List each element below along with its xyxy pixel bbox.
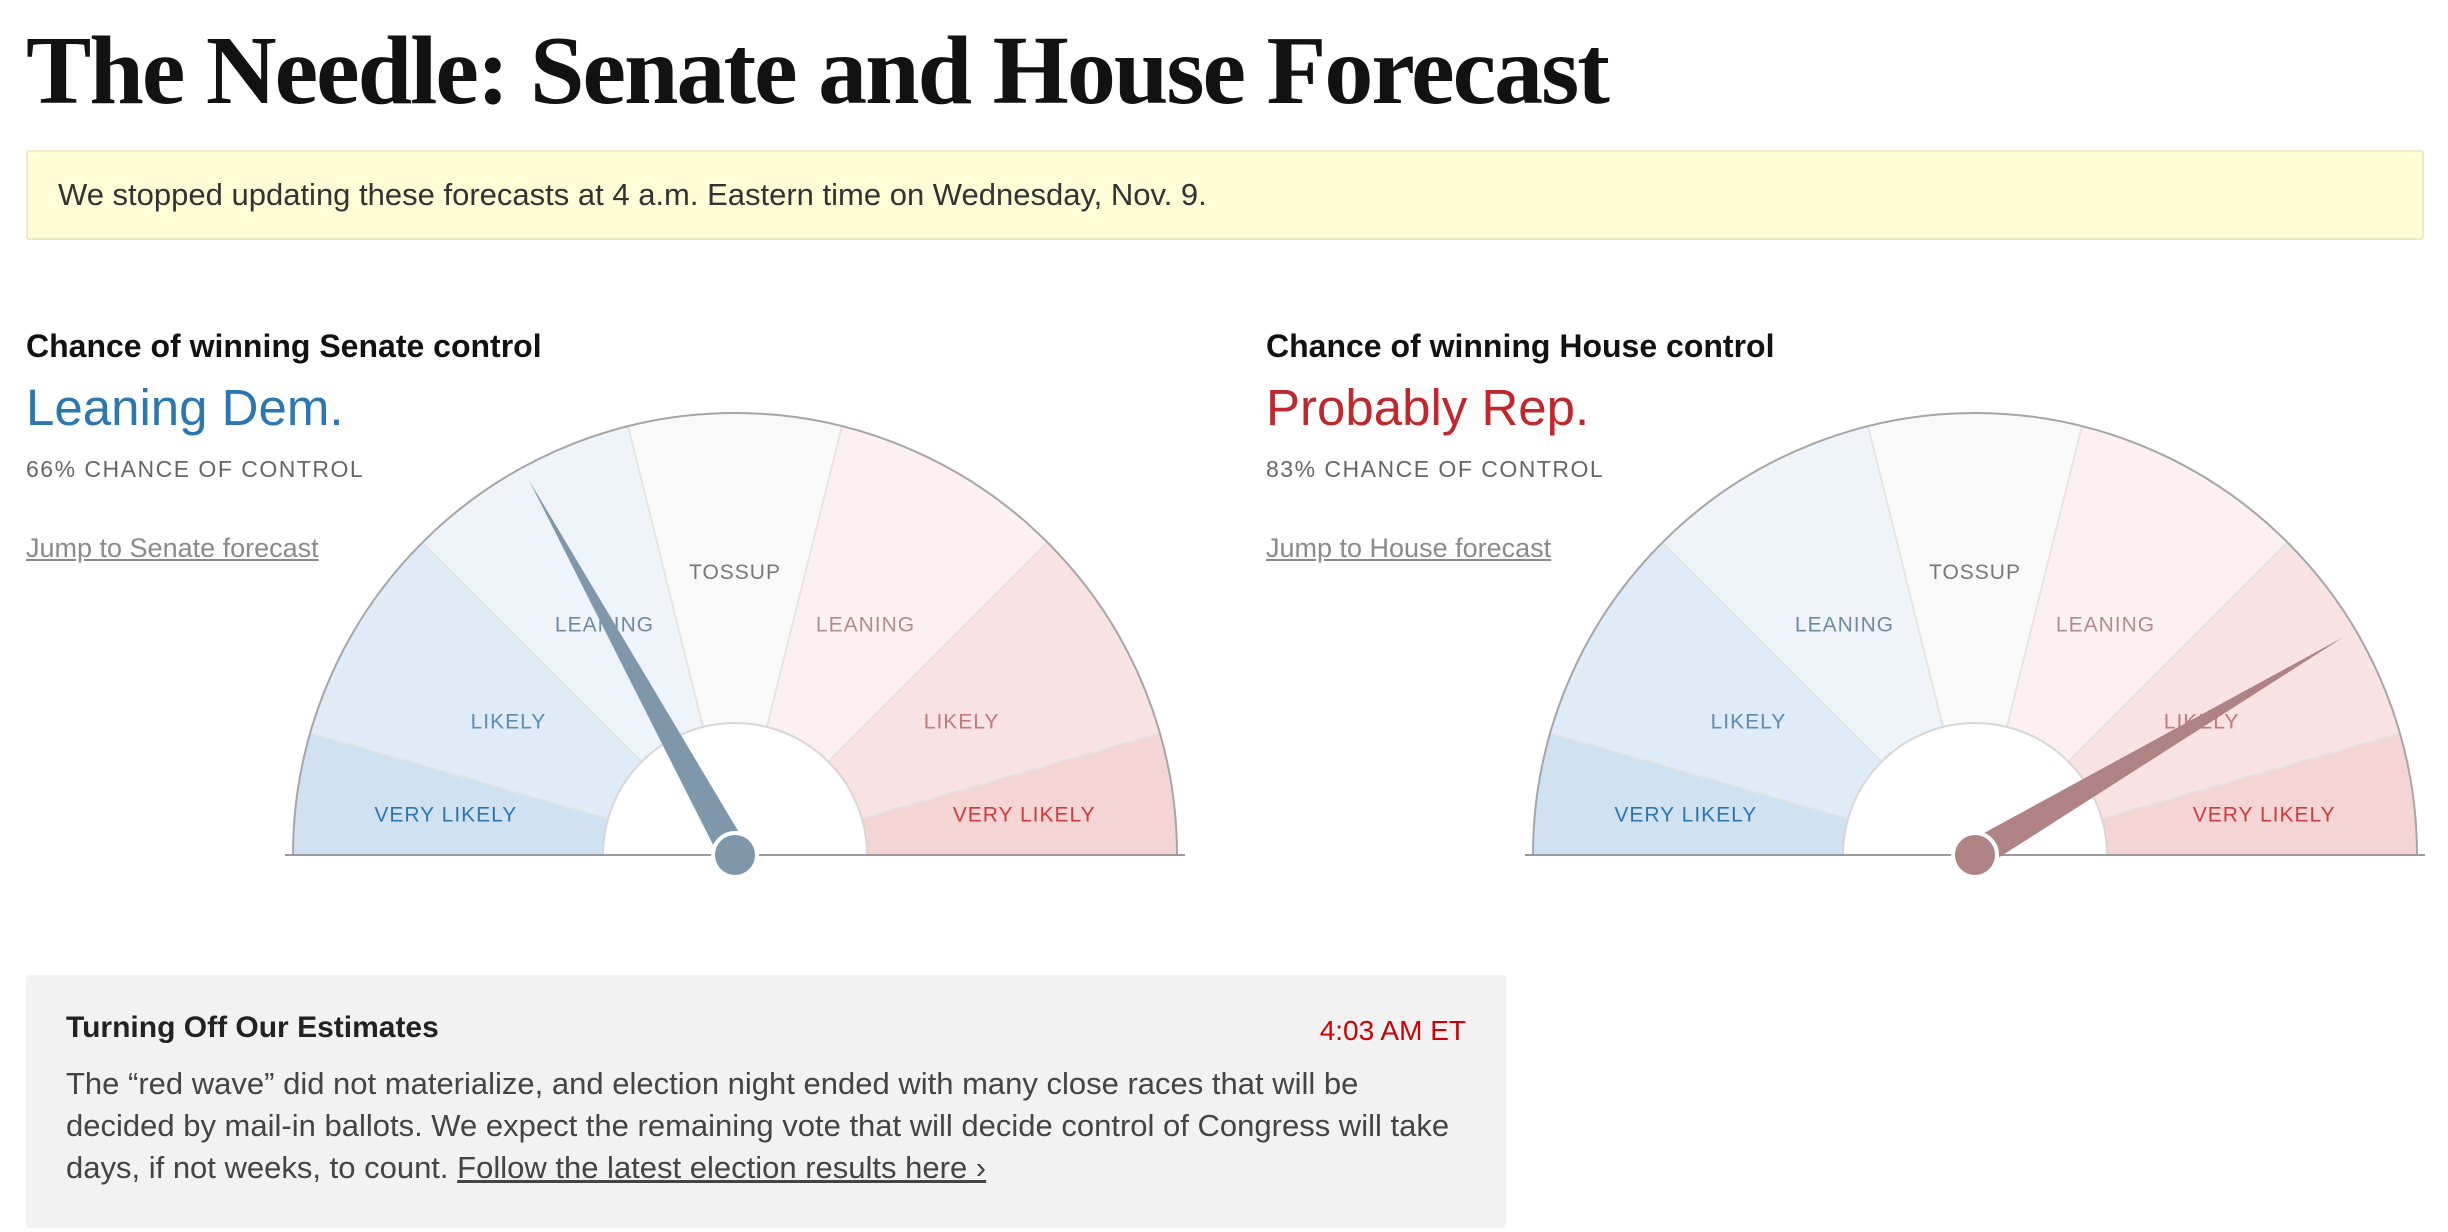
- house-needle-pivot: [1951, 831, 1999, 879]
- jump-to-house-link[interactable]: Jump to House forecast: [1266, 533, 1552, 564]
- update-timestamp: 4:03 AM ET: [1319, 1015, 1466, 1046]
- senate-forecast-header: Chance of winning Senate control Leaning…: [26, 328, 542, 564]
- house-zone-label-dem-very-likely: VERY LIKELY: [1614, 803, 1757, 826]
- update-title: Turning Off Our Estimates: [66, 1011, 439, 1044]
- senate-zone-label-rep-likely: LIKELY: [924, 711, 1000, 734]
- senate-needle-pivot: [711, 831, 759, 879]
- page-title: The Needle: Senate and House Forecast: [26, 17, 1610, 125]
- house-lean-status: Probably Rep.: [1266, 379, 1590, 436]
- status-notice: We stopped updating these forecasts at 4…: [26, 150, 2424, 240]
- house-needle: [1967, 637, 2344, 868]
- senate-zone-label-tossup: TOSSUP: [689, 561, 781, 584]
- senate-needle-gauge: VERY LIKELYLIKELYLEANINGTOSSUPLEANINGLIK…: [285, 412, 1185, 879]
- status-notice-text: We stopped updating these forecasts at 4…: [58, 177, 1207, 212]
- senate-chance-text: 66% chance of control: [26, 456, 365, 483]
- house-zone-label-tossup: TOSSUP: [1929, 561, 2021, 584]
- latest-results-link[interactable]: Follow the latest election results here …: [457, 1150, 987, 1185]
- senate-zone-label-rep-very-likely: VERY LIKELY: [953, 803, 1096, 826]
- senate-zone-label-dem-likely: LIKELY: [471, 711, 547, 734]
- house-forecast-header: Chance of winning House control Probably…: [1266, 328, 1774, 564]
- house-gauge-rim: [1532, 412, 2418, 856]
- senate-gauge-label: Chance of winning Senate control: [26, 328, 542, 364]
- senate-needle: [528, 479, 749, 863]
- update-body-text: The “red wave” did not materialize, and …: [66, 1066, 1450, 1185]
- house-zone-label-dem-leaning: LEANING: [1795, 613, 1894, 636]
- house-chance-text: 83% chance of control: [1266, 456, 1605, 483]
- senate-zone-label-rep-leaning: LEANING: [816, 613, 915, 636]
- senate-zone-label-dem-very-likely: VERY LIKELY: [374, 803, 517, 826]
- house-zone-label-rep-leaning: LEANING: [2056, 613, 2155, 636]
- house-needle-gauge: VERY LIKELYLIKELYLEANINGTOSSUPLEANINGLIK…: [1525, 412, 2425, 879]
- jump-to-senate-link[interactable]: Jump to Senate forecast: [26, 533, 319, 564]
- update-card: Turning Off Our Estimates 4:03 AM ET The…: [26, 975, 1506, 1228]
- senate-gauge-rim: [292, 412, 1178, 856]
- senate-lean-status: Leaning Dem.: [26, 379, 344, 436]
- house-zone-label-dem-likely: LIKELY: [1711, 711, 1787, 734]
- house-gauge-label: Chance of winning House control: [1266, 328, 1775, 364]
- house-zone-label-rep-very-likely: VERY LIKELY: [2193, 803, 2336, 826]
- update-body: The “red wave” did not materialize, and …: [66, 1063, 1466, 1189]
